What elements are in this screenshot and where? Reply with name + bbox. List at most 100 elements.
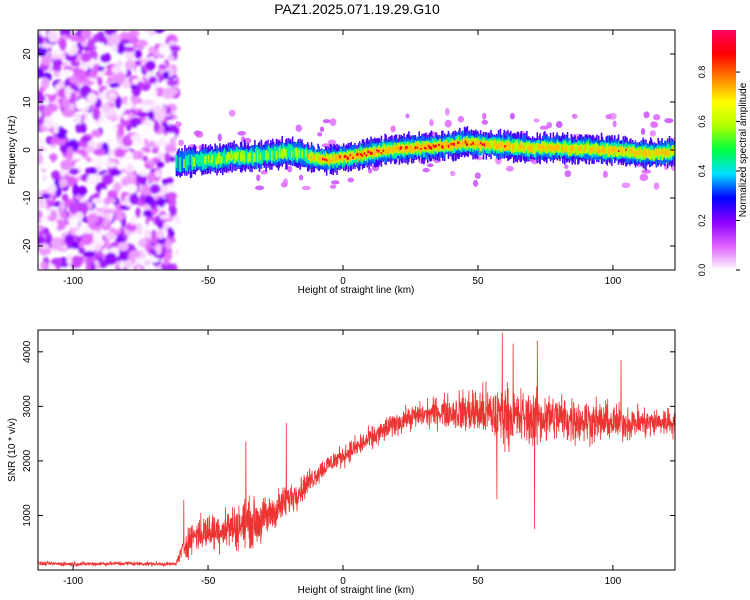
noise-blob [166,132,176,139]
trace-cell [271,151,273,161]
trace-cell [637,147,640,159]
trace-cell [522,144,524,151]
faint-blob [602,170,608,178]
noise-blob [86,213,99,224]
trace-cell [236,152,238,160]
trace-cell [534,143,537,153]
trace-cell [392,147,395,153]
spectrogram-y-label: Frequency (Hz) [7,116,18,185]
trace-cell [352,156,354,159]
trace-cell [620,146,623,153]
noise-blob [128,112,134,120]
trace-cell [238,149,240,165]
noise-blob [38,137,44,145]
trace-cell [527,146,529,151]
trace-cell [218,152,220,163]
trace-cell [239,152,242,162]
trace-cell [431,143,434,154]
spectrogram-x-label: Height of straight line (km) [298,285,415,296]
noise-blob [89,167,98,175]
trace-cell [323,158,326,161]
noise-blob [144,229,152,240]
colorbar-tick-label: 0.0 [697,264,707,277]
trace-cell [423,145,425,151]
trace-cell [340,154,342,160]
trace-cell [480,140,483,152]
faint-blob [621,182,631,189]
trace-cell [663,149,665,156]
trace-cell [181,153,183,171]
faint-blob [331,180,340,185]
trace-cell [668,149,671,157]
faint-blob [640,127,646,136]
figure-title: PAZ1.2025.071.19.29.G10 [274,1,440,17]
noise-blob [72,183,79,197]
trace-cell [247,153,249,163]
noise-blob [55,128,69,140]
trace-cell [564,145,567,150]
trace-cell [186,156,189,166]
noise-blob [62,96,70,110]
faint-blob [280,181,288,188]
trace-cell [191,155,194,170]
trace-cell [467,140,470,144]
faint-blob [329,184,337,189]
trace-cell [492,140,494,149]
trace-cell [190,154,193,166]
trace-cell [221,152,224,164]
trace-cell [460,139,463,145]
faint-blob [612,120,617,128]
trace-cell [421,143,423,150]
noise-blob [171,220,180,231]
trace-cell [479,143,482,149]
faint-blob [650,121,656,127]
trace-cell [241,154,244,162]
noise-blob [50,49,63,56]
faint-blob [301,185,311,191]
noise-blob [167,227,174,235]
noise-blob [136,136,142,145]
trace-cell [393,145,396,151]
noise-blob [38,94,46,104]
trace-cell [665,149,667,155]
trace-cell [317,154,319,163]
noise-blob [47,264,56,270]
faint-blob [329,118,337,126]
trace-cell [659,147,661,156]
trace-cell [329,154,332,163]
noise-blob [165,238,172,251]
trace-cell [295,147,298,158]
trace-cell [426,144,429,151]
y-tick-label: 1000 [22,504,33,527]
trace-cell [451,141,454,147]
trace-cell [436,143,438,150]
trace-cell [608,148,610,154]
trace-cell [457,141,459,145]
trace-cell [497,144,500,150]
trace-cell [233,152,235,159]
trace-cell [373,148,375,153]
noise-blob [38,35,45,46]
trace-cell [321,156,323,166]
trace-cell [484,142,487,150]
trace-cell [335,154,337,161]
trace-cell [310,155,313,162]
noise-blob [101,248,109,255]
noise-blob [112,220,122,230]
trace-cell [519,142,522,149]
trace-cell [195,154,198,165]
trace-cell [432,144,435,147]
trace-cell [502,141,505,150]
faint-blob [652,114,661,121]
trace-cell [185,155,187,172]
noise-blob [79,122,87,134]
trace-cell [420,144,422,150]
noise-blob [109,114,118,123]
trace-cell [300,148,302,159]
trace-cell [512,143,515,148]
noise-blob [136,66,142,78]
trace-cell [463,138,466,145]
trace-cell [296,150,299,160]
trace-cell [626,148,628,155]
